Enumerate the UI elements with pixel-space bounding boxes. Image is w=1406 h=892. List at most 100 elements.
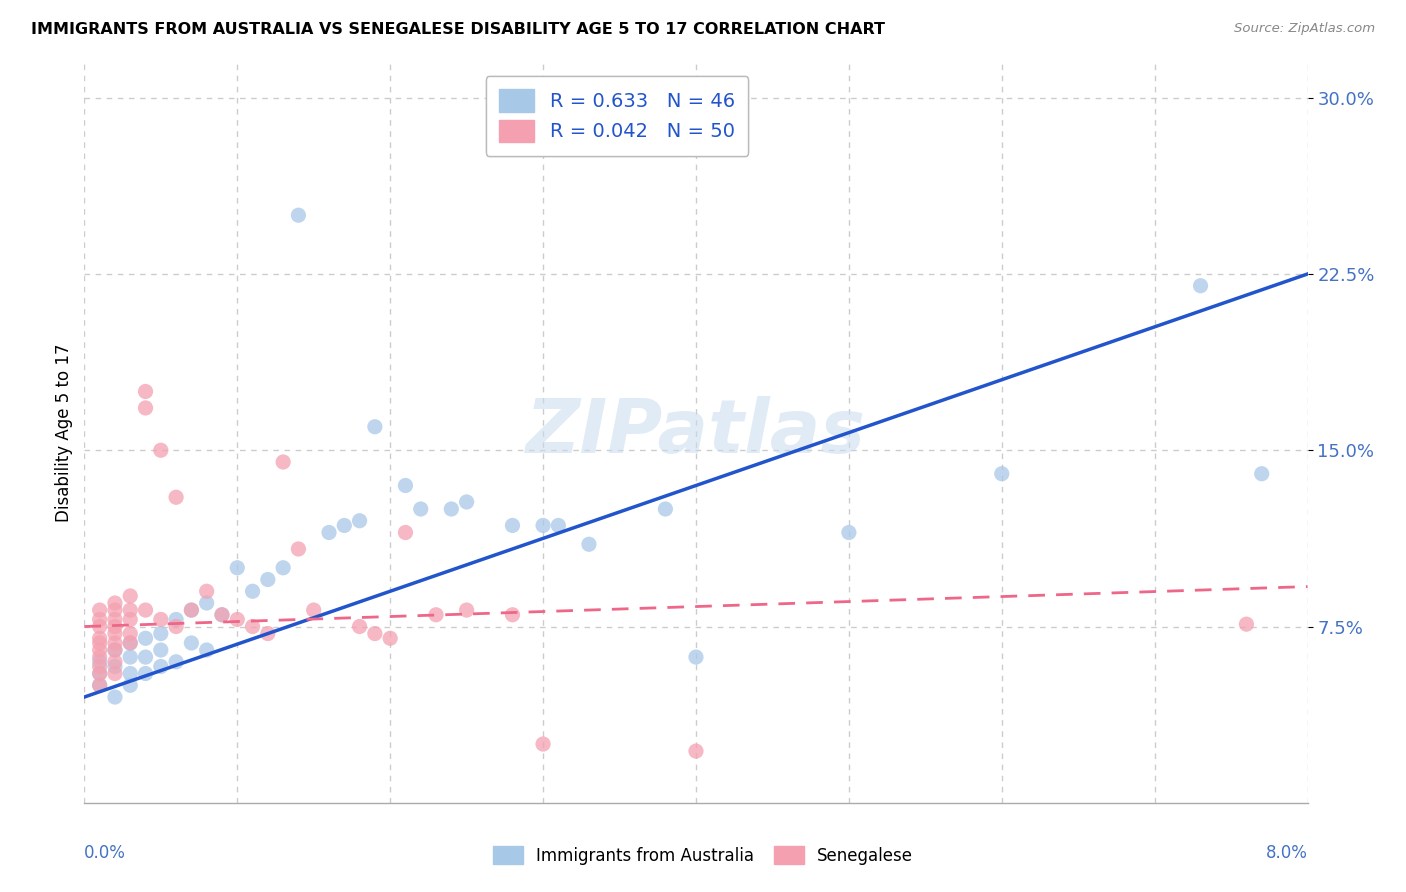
Point [104, 619, 127, 633]
Point [257, 626, 280, 640]
Point [135, 650, 157, 665]
Point [409, 502, 432, 516]
Point [578, 537, 600, 551]
Point [180, 603, 202, 617]
Point [425, 607, 447, 622]
Point [349, 619, 371, 633]
Point [349, 514, 371, 528]
Point [180, 636, 202, 650]
Point [89, 666, 111, 681]
Point [165, 655, 187, 669]
Point [456, 603, 478, 617]
Point [104, 690, 127, 704]
Text: Source: ZipAtlas.com: Source: ZipAtlas.com [1234, 22, 1375, 36]
Point [242, 619, 264, 633]
Point [380, 632, 402, 646]
Legend: R = 0.633   N = 46, R = 0.042   N = 50: R = 0.633 N = 46, R = 0.042 N = 50 [485, 76, 748, 156]
Point [180, 603, 202, 617]
Point [104, 643, 127, 657]
Point [104, 603, 127, 617]
Point [654, 502, 676, 516]
Point [195, 584, 218, 599]
Point [333, 518, 356, 533]
Point [1189, 278, 1212, 293]
Point [271, 455, 294, 469]
Text: 0.0%: 0.0% [84, 844, 127, 862]
Point [165, 619, 187, 633]
Point [502, 607, 524, 622]
Point [1250, 467, 1272, 481]
Point [287, 208, 309, 222]
Point [120, 678, 142, 692]
Point [271, 561, 294, 575]
Point [685, 650, 707, 665]
Point [104, 612, 127, 626]
Point [135, 603, 157, 617]
Point [89, 619, 111, 633]
Point [120, 666, 142, 681]
Point [1236, 617, 1258, 632]
Point [120, 612, 142, 626]
Point [135, 401, 157, 415]
Point [364, 626, 387, 640]
Point [120, 626, 142, 640]
Point [120, 650, 142, 665]
Point [120, 603, 142, 617]
Point [302, 603, 325, 617]
Point [89, 666, 111, 681]
Point [104, 659, 127, 673]
Text: IMMIGRANTS FROM AUSTRALIA VS SENEGALESE DISABILITY AGE 5 TO 17 CORRELATION CHART: IMMIGRANTS FROM AUSTRALIA VS SENEGALESE … [31, 22, 884, 37]
Point [685, 744, 707, 758]
Point [89, 650, 111, 665]
Text: 8.0%: 8.0% [1265, 844, 1308, 862]
Y-axis label: Disability Age 5 to 17: Disability Age 5 to 17 [55, 343, 73, 522]
Point [135, 632, 157, 646]
Point [89, 643, 111, 657]
Point [226, 612, 249, 626]
Point [149, 659, 172, 673]
Point [394, 525, 416, 540]
Point [838, 525, 860, 540]
Point [257, 573, 280, 587]
Point [120, 636, 142, 650]
Point [456, 495, 478, 509]
Point [226, 561, 249, 575]
Point [89, 678, 111, 692]
Point [89, 659, 111, 673]
Point [135, 666, 157, 681]
Point [149, 643, 172, 657]
Point [89, 632, 111, 646]
Point [89, 678, 111, 692]
Point [318, 525, 340, 540]
Point [149, 443, 172, 458]
Point [104, 626, 127, 640]
Point [135, 384, 157, 399]
Point [547, 518, 569, 533]
Point [211, 607, 233, 622]
Point [104, 596, 127, 610]
Point [211, 607, 233, 622]
Point [531, 737, 554, 751]
Point [89, 603, 111, 617]
Point [120, 636, 142, 650]
Point [364, 419, 387, 434]
Point [531, 518, 554, 533]
Point [149, 626, 172, 640]
Point [502, 518, 524, 533]
Point [242, 584, 264, 599]
Point [104, 636, 127, 650]
Point [104, 666, 127, 681]
Point [89, 612, 111, 626]
Point [104, 655, 127, 669]
Point [89, 636, 111, 650]
Point [440, 502, 463, 516]
Legend: Immigrants from Australia, Senegalese: Immigrants from Australia, Senegalese [484, 838, 922, 873]
Point [195, 643, 218, 657]
Point [89, 655, 111, 669]
Point [394, 478, 416, 492]
Point [104, 643, 127, 657]
Point [287, 541, 309, 556]
Point [120, 589, 142, 603]
Text: ZIPatlas: ZIPatlas [526, 396, 866, 469]
Point [149, 612, 172, 626]
